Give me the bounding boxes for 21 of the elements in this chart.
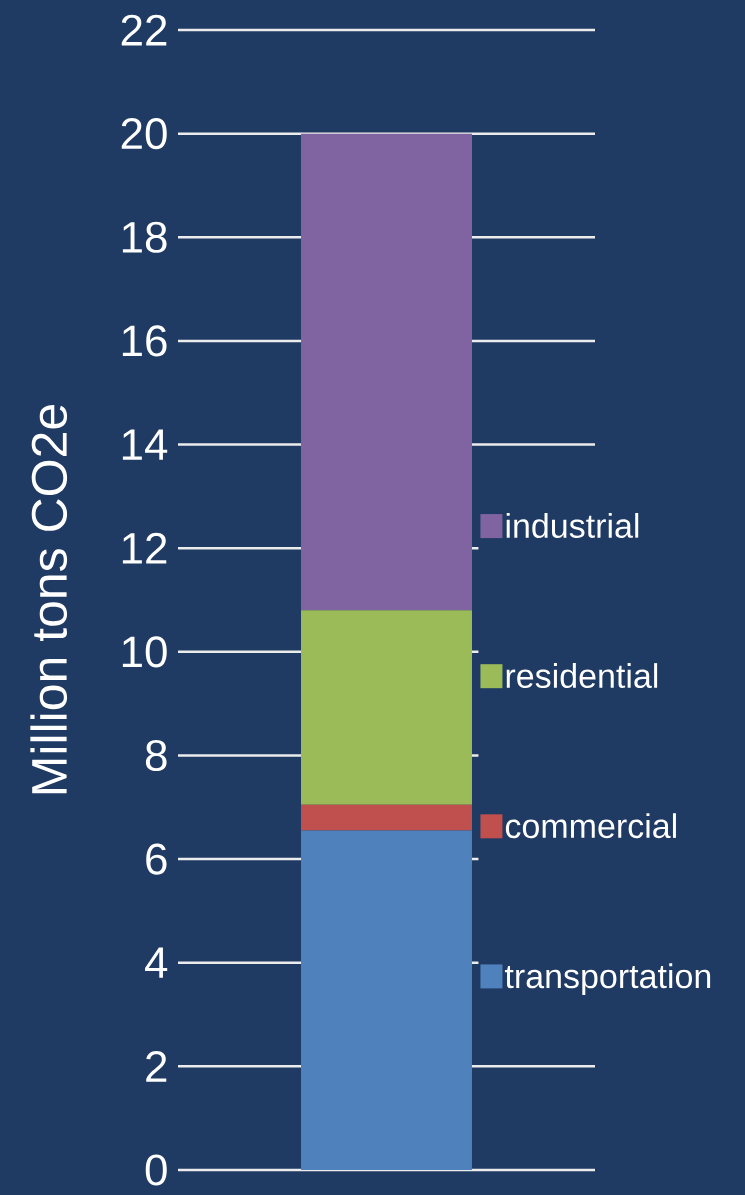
y-tick-label: 0 — [145, 1154, 167, 1186]
y-tick-label: 18 — [122, 221, 167, 253]
y-axis-title: Million tons CO2e — [30, 405, 68, 794]
bar — [301, 133, 472, 611]
y-tick-label: 22 — [121, 14, 167, 46]
legend-label: residential — [506, 663, 658, 689]
legend-label: transportation — [504, 963, 711, 996]
bar — [301, 830, 472, 1170]
y-tick-label: 4 — [145, 947, 168, 978]
y-tick-label: 16 — [122, 325, 167, 357]
legend-label: commercial — [505, 813, 676, 839]
y-tick-label: 14 — [122, 429, 168, 460]
y-tick-label: 6 — [146, 843, 167, 875]
y-tick-label: 2 — [146, 1051, 167, 1082]
y-tick-label: 10 — [122, 636, 167, 668]
y-tick-label: 8 — [145, 739, 167, 772]
legend-label: industrial — [506, 513, 639, 538]
bar — [301, 610, 472, 805]
y-tick-label: 12 — [122, 532, 167, 564]
y-tick-label: 20 — [121, 118, 167, 150]
bar — [301, 804, 472, 831]
